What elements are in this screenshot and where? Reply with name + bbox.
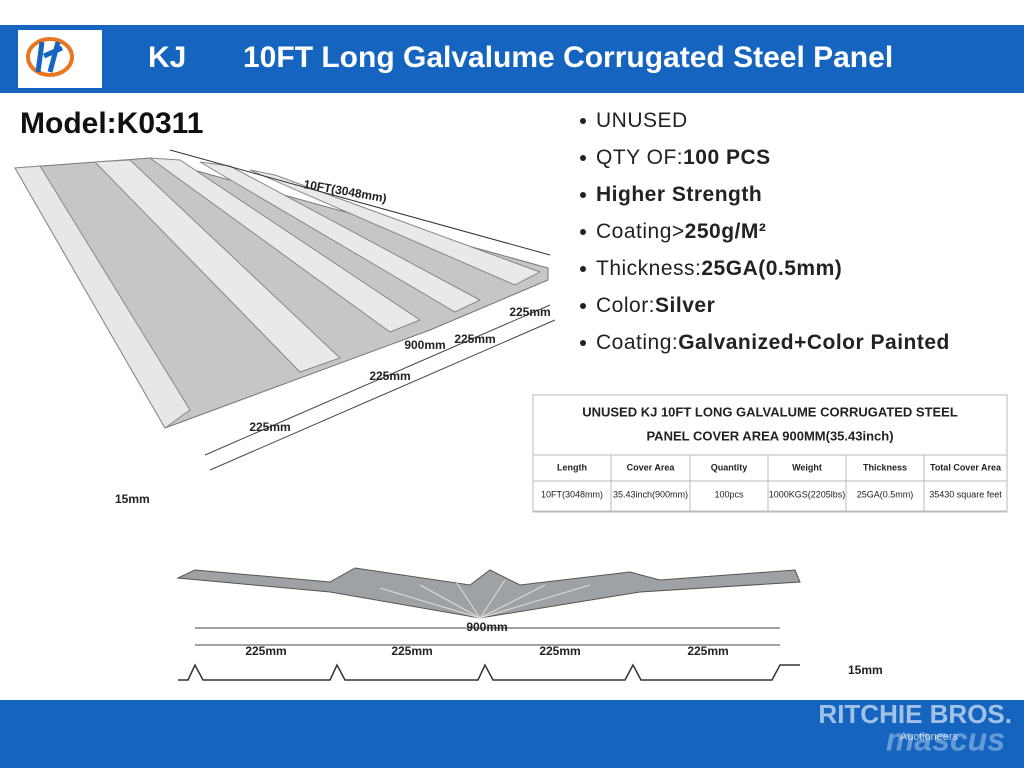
footer-bar (0, 700, 1024, 768)
rib-label: 225mm (249, 420, 290, 434)
feature-part: 250g/M² (685, 220, 767, 243)
bullet (580, 155, 586, 161)
table-cell: 35430 square feet (929, 489, 1002, 499)
table-frame (532, 394, 1008, 513)
table: Length Cover Area Quantity Weight Thickness T… (532, 454, 1008, 512)
feature: Color:Silver (596, 294, 715, 317)
feature-part: 100 PCS (683, 146, 771, 169)
table-header: Quantity (711, 462, 748, 472)
bullet (580, 303, 586, 309)
table-cell: 100pcs (714, 489, 744, 499)
table-title: PANEL COVER AREA 900MM(35.43inch) (646, 428, 893, 443)
feature: Coating>250g/M² (596, 220, 766, 243)
watermark-sub: Auctioneers (900, 731, 959, 743)
table-header: Cover Area (627, 462, 676, 472)
bullet (580, 192, 586, 198)
feature-part: Galvanized+Color Painted (678, 331, 950, 354)
table-cell: 10FT(3048mm) (541, 489, 603, 499)
feature-part: Higher Strength (596, 183, 762, 206)
feature-part: Color: (596, 294, 655, 317)
feature-part: QTY OF: (596, 146, 683, 169)
height-label: 15mm (848, 663, 883, 677)
feature-list: UNUSED QTY OF:100 PCS Higher Strength Coati… (580, 109, 950, 354)
table-cell: 1000KGS(2205lbs) (769, 489, 846, 499)
rib-label: 225mm (245, 644, 286, 658)
watermark-site: mascus (886, 721, 1005, 757)
logo-ring (26, 37, 74, 77)
header-bar (0, 25, 1024, 93)
panel-section (176, 567, 801, 681)
feature: Higher Strength (596, 183, 762, 206)
height-label: 15mm (115, 492, 150, 506)
table-header: Thickness (863, 462, 907, 472)
rib-label: 225mm (369, 369, 410, 383)
feature: QTY OF:100 PCS (596, 146, 771, 169)
rib-label: 225mm (509, 305, 550, 319)
title: 10FT Long Galvalume Corrugated Steel Pan… (243, 41, 893, 74)
feature-part: Coating: (596, 331, 678, 354)
feature-part: UNUSED (596, 109, 688, 132)
bullet (580, 229, 586, 235)
feature-part: Coating> (596, 220, 685, 243)
feature: Thickness:25GA(0.5mm) (596, 257, 842, 280)
dimension-line (169, 149, 551, 256)
rib-label: 225mm (454, 332, 495, 346)
rib-label: 225mm (687, 644, 728, 658)
profile-line (178, 663, 800, 681)
watermark-brand: RITCHIE BROS. (818, 699, 1012, 729)
width-label: 900mm (466, 620, 507, 634)
table-cell: 35.43inch(900mm) (613, 489, 688, 499)
table-cell: 25GA(0.5mm) (857, 489, 914, 499)
width-label: 900mm (404, 338, 445, 352)
table-header: Total Cover Area (930, 462, 1002, 472)
table-title: UNUSED KJ 10FT LONG GALVALUME CORRUGATED… (582, 404, 958, 419)
rib-label: 225mm (539, 644, 580, 658)
bullet (580, 340, 586, 346)
panel-perspective (14, 149, 556, 471)
model: Model:K0311 (20, 107, 203, 140)
table-header: Length (557, 462, 587, 472)
brand: KJ (148, 41, 186, 74)
table-header: Weight (792, 462, 822, 472)
feature: UNUSED (596, 109, 688, 132)
logo-box (18, 30, 102, 88)
feature-part: Thickness: (596, 257, 701, 280)
feature-part: Silver (655, 294, 715, 317)
feature-part: 25GA(0.5mm) (701, 257, 842, 280)
bullet (580, 118, 586, 124)
dimension-line (204, 304, 556, 471)
logo-mark (35, 41, 64, 73)
rib-label: 225mm (391, 644, 432, 658)
bullet (580, 266, 586, 272)
feature: Coating:Galvanized+Color Painted (596, 331, 950, 354)
